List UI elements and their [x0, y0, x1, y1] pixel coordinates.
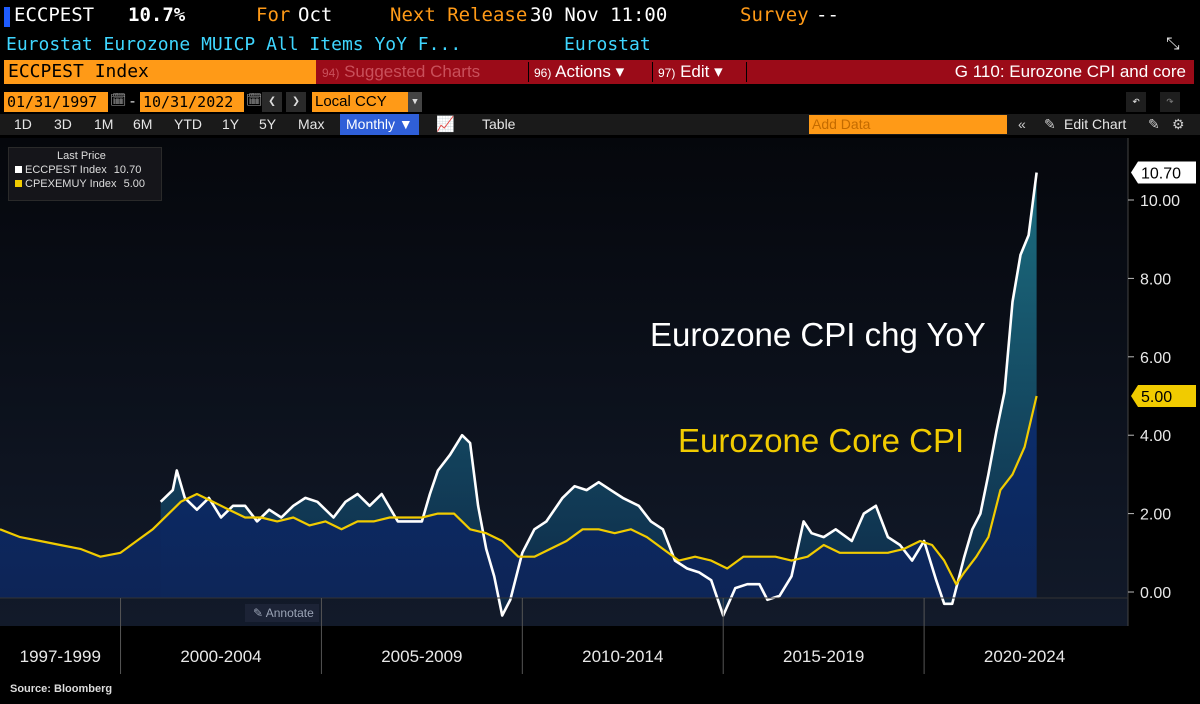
legend-item-value: 5.00: [123, 178, 145, 190]
x-period-label: 1997-1999: [20, 647, 101, 666]
edit-number: 97): [658, 66, 676, 80]
annotate-label: Annotate: [265, 606, 314, 620]
legend[interactable]: Last Price ECCPEST Index 10.70 CPEXEMUY …: [8, 147, 162, 201]
divider: [528, 62, 529, 82]
last-value-label: 5.00: [1141, 389, 1172, 406]
legend-item: CPEXEMUY Index 5.00: [15, 178, 145, 190]
headline-annotation: Eurozone CPI chg YoY: [650, 316, 986, 353]
legend-item: ECCPEST Index 10.70: [15, 164, 141, 176]
core-area-fill: [0, 396, 1037, 598]
for-label: For: [256, 4, 291, 26]
undo-icon[interactable]: ↶: [1126, 92, 1146, 112]
start-date-input[interactable]: 01/31/1997: [4, 92, 108, 112]
settings-icon[interactable]: ⚙: [1172, 116, 1185, 132]
period-1m[interactable]: 1M: [94, 116, 114, 132]
date-controls: 01/31/1997 🗓 - 10/31/2022 🗓 ❮ ❯ Local CC…: [0, 92, 1200, 114]
y-tick-label: 6.00: [1140, 350, 1171, 367]
x-period-label: 2010-2014: [582, 647, 663, 666]
core-annotation: Eurozone Core CPI: [678, 422, 964, 459]
for-value: Oct: [298, 4, 333, 26]
period-ytd[interactable]: YTD: [174, 116, 202, 132]
last-value-marker: [1131, 161, 1196, 184]
collapse-icon[interactable]: «: [1018, 116, 1026, 132]
annotate-button[interactable]: ✎ Annotate: [245, 604, 319, 622]
y-tick-label: 8.00: [1140, 271, 1171, 288]
edit-chart-button[interactable]: Edit Chart: [1064, 116, 1127, 132]
x-period-label: 2015-2019: [783, 647, 864, 666]
survey-label: Survey: [740, 4, 809, 26]
period-5y[interactable]: 5Y: [259, 116, 277, 132]
description-row: Eurostat Eurozone MUICP All Items YoY F.…: [0, 34, 1200, 56]
last-value-marker: [1131, 385, 1196, 407]
suggested-charts-button[interactable]: 94) Suggested Charts: [322, 60, 480, 84]
edit-label: Edit ▾: [680, 62, 723, 81]
legend-title: Last Price: [57, 150, 106, 162]
ticker-symbol: ECCPEST: [14, 4, 95, 26]
ticker-marker: [4, 7, 10, 27]
currency-select[interactable]: Local CCY: [312, 92, 408, 112]
legend-item-name: ECCPEST Index: [25, 164, 107, 176]
redo-icon[interactable]: ↷: [1160, 92, 1180, 112]
period-1y[interactable]: 1Y: [222, 116, 240, 132]
chart-title: G 110: Eurozone CPI and core: [954, 62, 1186, 81]
actions-number: 96): [534, 66, 552, 80]
survey-value: --: [816, 4, 839, 26]
quote-header: ECCPEST 10.7% For Oct Next Release 30 No…: [0, 4, 1200, 30]
period-max[interactable]: Max: [298, 116, 325, 132]
headline-cpi-line: [159, 172, 1038, 617]
add-data-input[interactable]: Add Data: [809, 115, 1007, 134]
last-value: 10.7%: [128, 4, 186, 26]
y-tick-label: 10.00: [1140, 193, 1180, 210]
pencil-icon[interactable]: ✎: [1044, 116, 1056, 132]
legend-swatch: [15, 166, 22, 173]
suggested-charts-label: Suggested Charts: [344, 62, 481, 81]
line-chart: 0.00 2.00 4.00 6.00 8.00 10.00 10.70 5.00 1997-…: [0, 138, 1196, 674]
chevron-down-icon[interactable]: ▼: [408, 92, 422, 112]
x-period-label: 2020-2024: [984, 647, 1065, 666]
command-bar: ECCPEST Index 94) Suggested Charts 96) A…: [4, 60, 1194, 84]
x-period-label: 2005-2009: [381, 647, 462, 666]
source-name: Eurostat: [564, 34, 651, 55]
popout-icon[interactable]: ⤡: [1166, 34, 1180, 54]
divider: [746, 62, 747, 82]
calendar-icon[interactable]: 🗓: [246, 93, 263, 108]
frequency-select[interactable]: Monthly ▼: [340, 114, 419, 135]
next-release-label: Next Release: [390, 4, 528, 26]
suggested-charts-number: 94): [322, 66, 340, 80]
last-value-label: 10.70: [1141, 166, 1181, 183]
date-dash: -: [128, 92, 138, 110]
actions-label: Actions ▾: [555, 62, 625, 81]
previous-period-button[interactable]: ❮: [262, 92, 282, 112]
line-chart-icon[interactable]: 📈: [436, 116, 455, 133]
next-release-value: 30 Nov 11:00: [530, 4, 668, 26]
legend-item-name: CPEXEMUY Index: [25, 178, 117, 190]
y-tick-label: 4.00: [1140, 428, 1171, 445]
headline-area-fill: [160, 172, 1037, 616]
security-description: Eurostat Eurozone MUICP All Items YoY F.…: [6, 34, 462, 55]
legend-item-value: 10.70: [113, 164, 142, 176]
next-period-button[interactable]: ❯: [286, 92, 306, 112]
edit-box-icon[interactable]: ✎: [1148, 116, 1160, 132]
table-button[interactable]: Table: [482, 116, 516, 132]
period-1d[interactable]: 1D: [14, 116, 32, 132]
index-name-field[interactable]: ECCPEST Index: [4, 60, 316, 84]
source-label: Source: Bloomberg: [10, 683, 113, 695]
period-6m[interactable]: 6M: [133, 116, 153, 132]
legend-swatch: [15, 180, 22, 187]
period-toolbar: 1D 3D 1M 6M YTD 1Y 5Y Max Monthly ▼ 📈 Ta…: [0, 114, 1200, 135]
end-date-input[interactable]: 10/31/2022: [140, 92, 244, 112]
y-tick-label: 0.00: [1140, 585, 1171, 602]
calendar-icon[interactable]: 🗓: [110, 93, 127, 108]
divider: [652, 62, 653, 82]
period-3d[interactable]: 3D: [54, 116, 72, 132]
pencil-icon: ✎: [253, 606, 266, 620]
y-tick-label: 2.00: [1140, 507, 1171, 524]
edit-menu-button[interactable]: 97) Edit ▾: [658, 60, 723, 84]
x-period-label: 2000-2004: [180, 647, 261, 666]
actions-menu-button[interactable]: 96) Actions ▾: [534, 60, 624, 84]
